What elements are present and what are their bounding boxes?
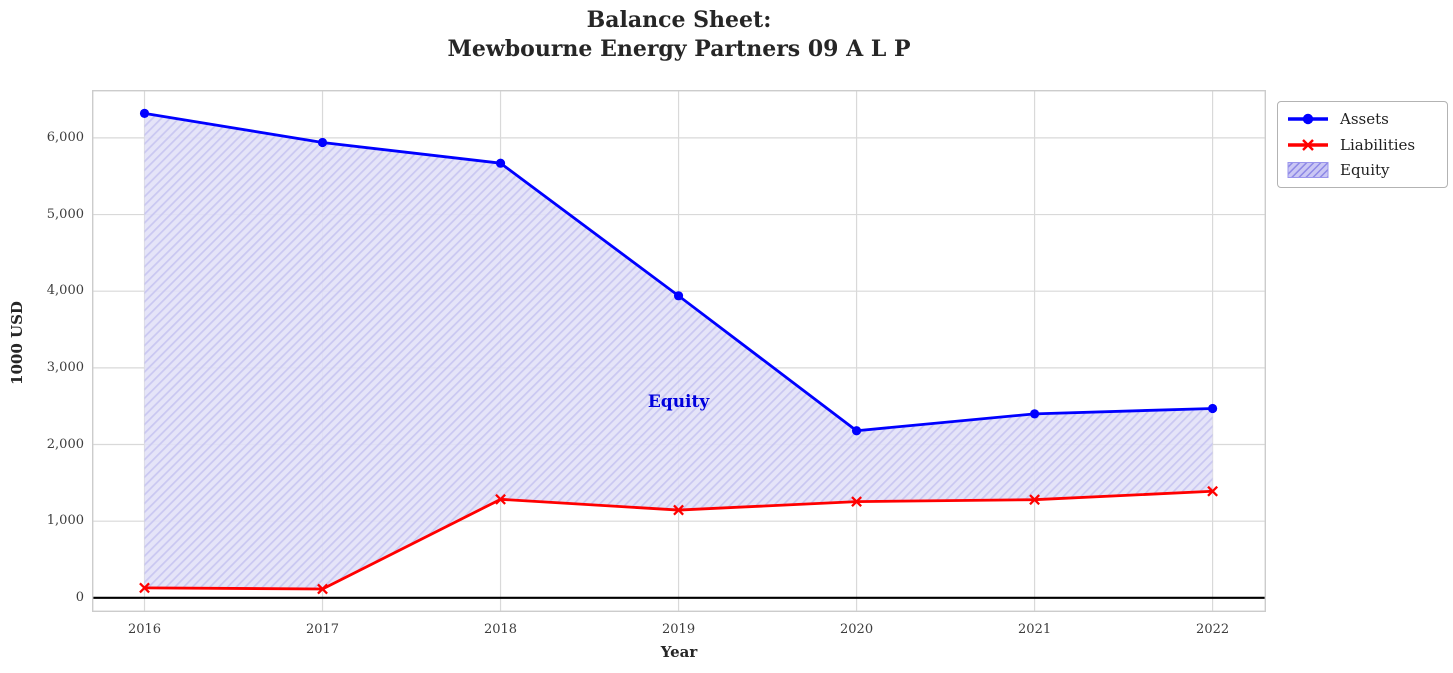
y-tick-label: 5,000: [46, 206, 84, 222]
assets-sample-dot: [1302, 113, 1314, 125]
liabilities-marker: [139, 582, 150, 594]
assets-marker: [495, 158, 506, 168]
axes-border: [92, 90, 1266, 612]
x-tick-label: 2020: [840, 622, 874, 637]
x-tick-label: 2018: [483, 622, 518, 637]
legend-label-assets: Assets: [1340, 109, 1389, 128]
plot-area: Equity: [92, 90, 1266, 612]
equity-sample-patch: [1287, 162, 1329, 179]
assets-marker: [851, 426, 862, 436]
chart-title-line2: Mewbourne Energy Partners 09 A L P: [447, 36, 911, 62]
equity-area: [144, 113, 1213, 590]
equity-patch-icon: [1287, 162, 1329, 179]
x-axis-label: Year: [660, 643, 698, 661]
x-tick-label: 2021: [1018, 622, 1052, 637]
legend-item-assets: Assets: [1286, 106, 1439, 132]
liabilities-sample-x: [1302, 138, 1314, 151]
y-tick-label: 6,000: [46, 129, 84, 145]
legend-label-equity: Equity: [1340, 161, 1390, 180]
liabilities-marker: [495, 493, 506, 505]
y-tick-label: 4,000: [46, 283, 84, 299]
y-tick-label: 2,000: [46, 436, 84, 452]
liabilities-marker: [1207, 485, 1219, 497]
y-tick-label: 0: [75, 589, 84, 605]
y-axis-label: 1000 USD: [8, 301, 26, 385]
plot-canvas: [92, 90, 1266, 612]
chart-title-line1: Balance Sheet:: [586, 7, 772, 33]
assets-marker: [317, 137, 328, 148]
liabilities-marker: [673, 504, 684, 516]
equity-area-annotation: Equity: [647, 391, 710, 412]
chart-title: Balance Sheet: Mewbourne Energy Partners…: [92, 6, 1266, 64]
x-tick-label: 2016: [127, 622, 162, 637]
liabilities-marker: [317, 583, 328, 595]
assets-marker: [1029, 409, 1040, 419]
assets-marker: [673, 291, 684, 301]
x-tick-label: 2019: [662, 622, 696, 637]
assets-marker: [139, 108, 150, 118]
y-tick-label: 3,000: [46, 359, 84, 375]
x-tick-label: 2022: [1196, 622, 1230, 637]
y-tick-label: 1,000: [46, 513, 84, 529]
liabilities-line-marker-icon: [1288, 138, 1328, 151]
assets-marker: [1207, 403, 1218, 414]
x-tick-label: 2017: [305, 622, 340, 637]
assets-line-marker-icon: [1288, 113, 1328, 125]
liabilities-marker: [1029, 494, 1040, 506]
legend-label-liabilities: Liabilities: [1340, 135, 1416, 154]
liabilities-marker: [851, 496, 862, 508]
legend: Assets Liabilities Equity: [1277, 101, 1448, 188]
legend-item-liabilities: Liabilities: [1286, 132, 1439, 158]
legend-item-equity: Equity: [1286, 157, 1439, 183]
